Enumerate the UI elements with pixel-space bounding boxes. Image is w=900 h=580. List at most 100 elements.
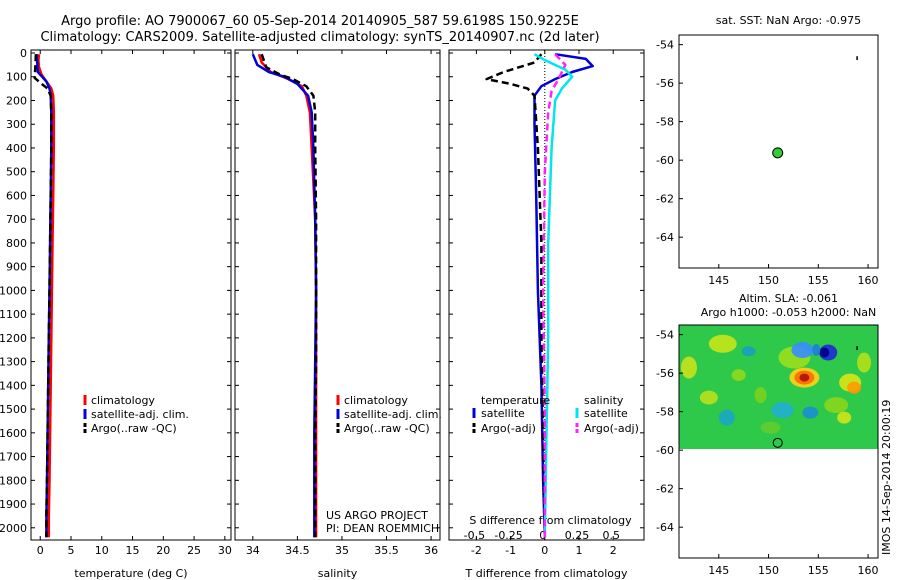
- sla-map-y-tick-label: -64: [656, 521, 674, 534]
- depth-tick-label: 1000: [0, 284, 27, 297]
- sst-map-y-tick-label: -62: [656, 193, 674, 206]
- depth-tick-label: 1400: [0, 379, 27, 392]
- difference-profile-chart: -2 -1 0 1 2 T difference from climatology -0.5…: [448, 49, 645, 580]
- depth-tick-label: 900: [6, 261, 27, 274]
- diff-legend-title-temperature: temperature: [481, 394, 550, 407]
- sla-heatmap: [679, 325, 878, 449]
- temperature-x-tick-label: 25: [187, 544, 201, 557]
- salinity-x-tick-label: 34: [246, 544, 260, 557]
- sla-anomaly-blob: [760, 421, 781, 434]
- sla-map-title-line2: Argo h1000: -0.053 h2000: NaN: [701, 306, 877, 319]
- salinity-diff-tick-label: 0: [539, 529, 546, 542]
- difference-x-tick-label: -2: [471, 544, 482, 557]
- sst-map-x-tick-label: 155: [808, 274, 829, 287]
- sla-anomaly-blob: [771, 402, 794, 419]
- sla-anomaly-blob: [802, 406, 819, 419]
- depth-tick-label: 1100: [0, 308, 27, 321]
- sla-map-y-tick-label: -56: [656, 367, 674, 380]
- temperature-profile-chart: 0 5 10 15 20 25 300100200300400500600700800900…: [0, 47, 232, 580]
- depth-tick-label: 1700: [0, 451, 27, 464]
- diff-legend-label: satellite: [584, 407, 628, 420]
- temperature-x-tick-label: 30: [218, 544, 232, 557]
- sla-map-y-tick-label: -58: [656, 406, 674, 419]
- difference-x-axis-label: T difference from climatology: [465, 567, 628, 580]
- depth-tick-label: 400: [6, 142, 27, 155]
- figure-title-line2: Climatology: CARS2009. Satellite-adjuste…: [40, 30, 600, 45]
- depth-tick-label: 1600: [0, 427, 27, 440]
- diff-legend-label: satellite: [481, 407, 525, 420]
- difference-series-argo_salinity: [541, 53, 567, 538]
- depth-tick-label: 600: [6, 189, 27, 202]
- salinity-series-climatology: [257, 53, 318, 538]
- temperature-x-tick-label: 5: [68, 544, 75, 557]
- sst-map-y-tick-label: -60: [656, 154, 674, 167]
- salinity-x-tick-label: 36: [424, 544, 438, 557]
- sla-anomaly-blob: [837, 411, 852, 424]
- temperature-series-argo: [33, 54, 53, 538]
- temperature-series-climatology: [37, 54, 56, 538]
- sst-map-axes-frame: [678, 34, 879, 269]
- difference-x-tick-label: 1: [576, 544, 583, 557]
- temperature-x-axis-label: temperature (deg C): [74, 567, 187, 580]
- depth-tick-label: 100: [6, 71, 27, 84]
- depth-tick-label: 1900: [0, 498, 27, 511]
- salinity-diff-tick-label: 0.5: [602, 529, 620, 542]
- sla-map-y-tick-label: -54: [656, 329, 674, 342]
- salinity-profile-chart: 34 34.5 35 35.5 36 salinity climatologysatelli…: [234, 49, 442, 580]
- difference-axes-frame: [448, 49, 645, 541]
- depth-tick-label: 300: [6, 118, 27, 131]
- sla-anomaly-blob: [754, 387, 767, 404]
- depth-tick-label: 2000: [0, 522, 27, 535]
- sla-map-title-line1: Altim. SLA: -0.061: [739, 292, 838, 305]
- depth-tick-label: 700: [6, 213, 27, 226]
- sla-map-axes-frame: [678, 324, 879, 559]
- temperature-x-tick-label: 20: [156, 544, 170, 557]
- sla-anomaly-blob: [699, 390, 718, 405]
- sla-map-x-tick-label: 160: [858, 564, 879, 577]
- temperature-legend-label: Argo(..raw -QC): [91, 422, 177, 435]
- sla-anomaly-blob: [741, 346, 756, 357]
- sst-map-title: sat. SST: NaN Argo: -0.975: [716, 14, 861, 27]
- sla-anomaly-blob: [819, 347, 830, 358]
- salinity-x-tick-label: 35: [335, 544, 349, 557]
- sst-map-y-tick-label: -54: [656, 39, 674, 52]
- sst-map-x-tick-label: 145: [708, 274, 729, 287]
- depth-tick-label: 1500: [0, 403, 27, 416]
- difference-x-tick-label: 0: [541, 544, 548, 557]
- temperature-axes-frame: [30, 49, 232, 541]
- difference-series-argo: [485, 53, 547, 538]
- sla-anomaly-blob: [791, 342, 814, 359]
- sla-anomaly-blob: [824, 397, 849, 414]
- salinity-series-satellite: [251, 53, 318, 538]
- salinity-diff-tick-label: -0.25: [494, 529, 522, 542]
- salinity-x-tick-label: 35.5: [374, 544, 399, 557]
- temperature-legend-label: climatology: [91, 394, 155, 407]
- temperature-x-tick-label: 0: [37, 544, 44, 557]
- salinity-diff-axis-label: S difference from climatology: [469, 514, 632, 527]
- sla-map-x-tick-label: 145: [708, 564, 729, 577]
- figure-title-line1: Argo profile: AO 7900067_60 05-Sep-2014 …: [61, 14, 579, 29]
- depth-tick-label: 0: [20, 47, 27, 60]
- difference-series-satellite: [533, 52, 594, 538]
- temperature-x-tick-label: 15: [126, 544, 140, 557]
- sla-anomaly-blob: [708, 334, 737, 353]
- credits-block: US ARGO PROJECT PI: DEAN ROEMMICH: [326, 509, 439, 535]
- salinity-legend-label: satellite-adj. clim.: [344, 408, 442, 421]
- argo-position-marker: [772, 147, 784, 159]
- sla-anomaly-blob: [847, 381, 862, 394]
- sla-map-x-tick-label: 150: [758, 564, 779, 577]
- salinity-x-axis-label: salinity: [318, 567, 358, 580]
- salinity-axes-frame: [234, 49, 441, 541]
- credit-project: US ARGO PROJECT: [326, 509, 428, 522]
- depth-tick-label: 1200: [0, 332, 27, 345]
- depth-tick-label: 500: [6, 166, 27, 179]
- difference-x-tick-label: -1: [505, 544, 516, 557]
- credit-pi: PI: DEAN ROEMMICH: [326, 522, 439, 535]
- diff-legend-label: Argo(-adj): [481, 422, 536, 435]
- temperature-x-tick-label: 10: [95, 544, 109, 557]
- sla-anomaly-blob: [857, 352, 872, 373]
- depth-tick-label: 1300: [0, 356, 27, 369]
- sla-anomaly-blob: [731, 369, 746, 382]
- sst-map-x-tick-label: 160: [858, 274, 879, 287]
